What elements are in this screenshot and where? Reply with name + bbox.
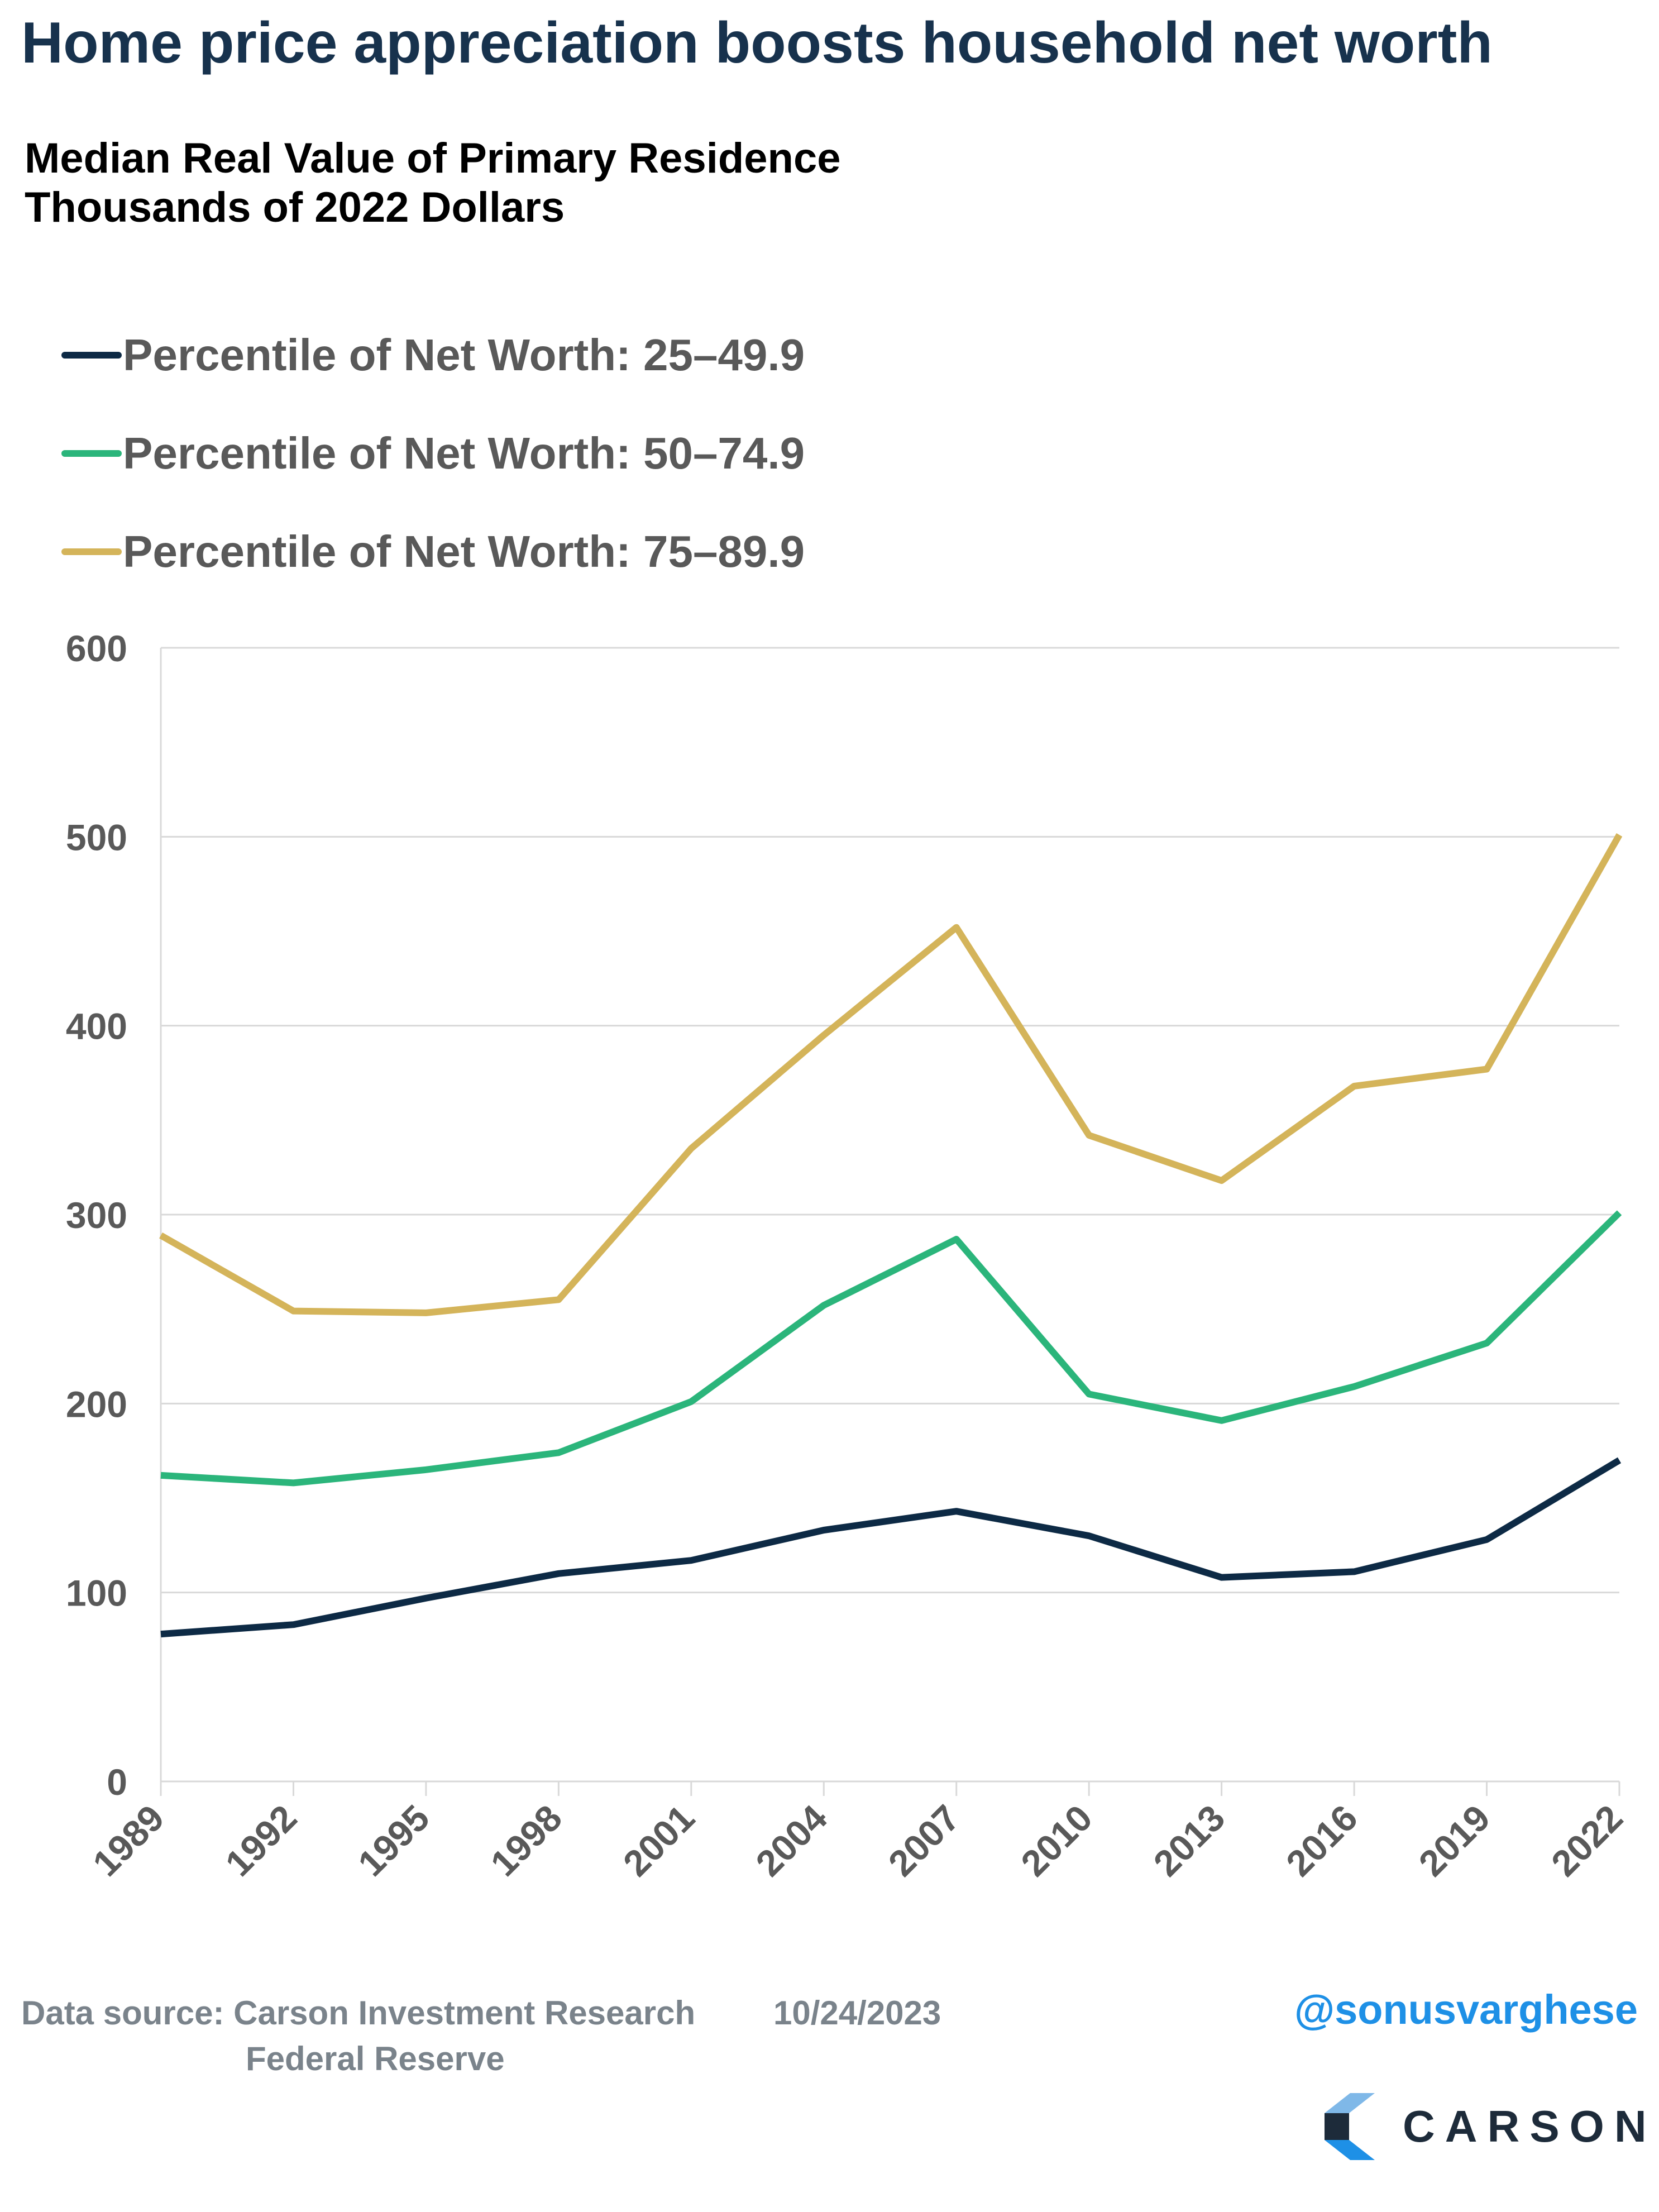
data-source-line-2: Federal Reserve [246,2040,505,2077]
chart-title: Home price appreciation boosts household… [21,11,1493,75]
y-tick-label: 100 [66,1573,127,1614]
legend-swatch-25-49 [61,352,122,359]
x-tick-label: 2022 [1543,1797,1631,1884]
carson-logo-icon [1325,2093,1375,2160]
publish-date: 10/24/2023 [773,1994,941,2032]
x-tick-label: 1998 [482,1797,570,1884]
subtitle-line-2: Thousands of 2022 Dollars [25,184,565,231]
legend-item-75-89: Percentile of Net Worth: 75–89.9 [61,503,805,601]
x-tick-label: 2001 [615,1797,702,1884]
x-tick-label: 2010 [1013,1797,1100,1884]
twitter-handle[interactable]: @sonusvarghese [1294,1986,1638,2033]
x-tick-label: 2016 [1278,1797,1365,1884]
y-tick-label: 500 [66,816,127,858]
series-line-25-49 [160,1457,1622,1638]
x-tick-label: 2019 [1411,1797,1498,1884]
x-tick-label: 1992 [217,1797,304,1884]
x-tick-label: 2013 [1145,1797,1232,1884]
series-line-50-74 [160,1210,1622,1487]
chart-subtitle: Median Real Value of Primary Residence T… [25,134,840,232]
x-tick-label: 2007 [880,1797,967,1884]
legend-item-50-74: Percentile of Net Worth: 50–74.9 [61,404,805,503]
x-tick-label: 1989 [85,1797,172,1884]
y-tick-label: 600 [66,628,127,669]
carson-logo-text: CARSON [1403,2101,1657,2151]
y-tick-label: 400 [66,1006,127,1047]
legend-swatch-50-74 [61,450,122,457]
x-tick-label: 2004 [748,1797,835,1884]
x-tick-label: 1995 [350,1797,437,1884]
data-source: Data source: Carson Investment Research [21,1994,696,2032]
y-tick-label: 200 [66,1383,127,1425]
y-tick-label: 0 [107,1761,127,1803]
subtitle-line-1: Median Real Value of Primary Residence [25,135,841,182]
legend-item-25-49: Percentile of Net Worth: 25–49.9 [61,306,805,404]
legend-swatch-75-89 [61,548,122,555]
legend-label-25-49: Percentile of Net Worth: 25–49.9 [123,330,805,380]
line-chart: 0 100 200 300 400 500 600 1989 1992 1995 1998 2001 2… [66,628,1631,1884]
legend-label-50-74: Percentile of Net Worth: 50–74.9 [123,428,805,478]
chart-legend: Percentile of Net Worth: 25–49.9 Percent… [61,306,805,601]
legend-label-75-89: Percentile of Net Worth: 75–89.9 [123,527,805,576]
carson-logo: CARSON [1325,2093,1657,2160]
series-line-75-89 [159,833,1623,1316]
y-tick-label: 300 [66,1195,127,1236]
